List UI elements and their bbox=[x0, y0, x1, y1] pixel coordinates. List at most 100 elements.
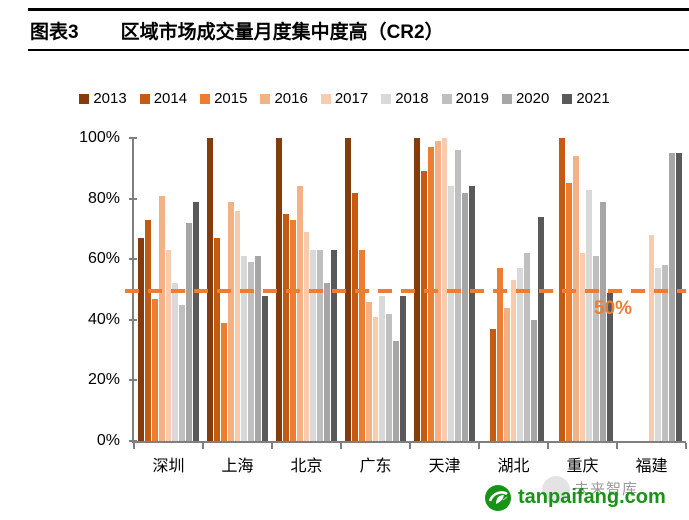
x-axis-tick bbox=[685, 443, 687, 449]
bar-slot bbox=[489, 138, 496, 441]
x-category-label-福建: 福建 bbox=[635, 458, 668, 475]
bar-上海-2017 bbox=[234, 210, 241, 441]
bar-slot bbox=[213, 138, 220, 441]
bar-重庆-2021 bbox=[607, 292, 614, 441]
bar-slot bbox=[662, 138, 669, 441]
bar-slot bbox=[655, 138, 662, 441]
bar-深圳-2014 bbox=[144, 219, 151, 441]
bar-深圳-2017 bbox=[165, 250, 172, 441]
bar-深圳-2016 bbox=[158, 195, 165, 441]
bar-重庆-2017 bbox=[579, 253, 586, 441]
bar-slot bbox=[517, 138, 524, 441]
legend-swatch bbox=[501, 93, 512, 104]
x-axis-tick bbox=[547, 443, 549, 449]
bar-slot bbox=[496, 138, 503, 441]
legend-swatch bbox=[139, 93, 150, 104]
legend-swatch bbox=[200, 93, 211, 104]
legend-label: 2016 bbox=[274, 90, 308, 107]
bar-广东-2020 bbox=[393, 341, 400, 441]
legend-label: 2017 bbox=[334, 90, 369, 107]
bar-上海-2015 bbox=[220, 322, 227, 441]
bar-slot bbox=[296, 138, 303, 441]
legend-label: 2013 bbox=[93, 90, 127, 107]
bar-深圳-2020 bbox=[186, 222, 193, 441]
bar-湖北-2018 bbox=[517, 268, 524, 441]
bar-北京-2020 bbox=[324, 283, 331, 441]
bar-天津-2020 bbox=[462, 192, 469, 441]
plot-area: 50% bbox=[125, 137, 687, 449]
bar-深圳-2013 bbox=[138, 238, 144, 441]
y-axis-tick bbox=[129, 440, 137, 442]
bar-天津-2018 bbox=[448, 186, 455, 441]
bar-slot bbox=[462, 138, 469, 441]
legend-label: 2018 bbox=[395, 90, 429, 107]
bar-slot bbox=[448, 138, 455, 441]
bar-重庆-2019 bbox=[593, 256, 600, 441]
bar-深圳-2018 bbox=[172, 283, 179, 441]
bar-slot bbox=[282, 138, 289, 441]
reference-line-50pct bbox=[125, 288, 686, 293]
bar-slot bbox=[648, 138, 655, 441]
bar-slot bbox=[600, 138, 607, 441]
bar-福建-2019 bbox=[662, 265, 669, 441]
bar-slot bbox=[144, 138, 151, 441]
figure-title-row: 图表3 区域市场成交量月度集中度高（CR2） bbox=[30, 17, 444, 44]
bar-group-湖北 bbox=[479, 138, 548, 441]
x-category-label-广东: 广东 bbox=[359, 458, 392, 475]
bar-广东-2017 bbox=[372, 316, 379, 441]
bar-slot bbox=[310, 138, 317, 441]
x-axis-tick bbox=[478, 443, 480, 449]
title-bottom-rule bbox=[28, 49, 689, 51]
watermark: 未来智库 tanpaifang.com bbox=[482, 476, 687, 518]
bar-上海-2016 bbox=[227, 201, 234, 441]
y-tick-label: 20% bbox=[87, 371, 120, 389]
x-category-label-北京: 北京 bbox=[290, 458, 323, 475]
x-axis-tick bbox=[202, 443, 204, 449]
bar-上海-2020 bbox=[255, 256, 262, 441]
bar-深圳-2021 bbox=[193, 201, 200, 441]
legend-item-2018: 2018 bbox=[381, 90, 429, 107]
legend-item-2014: 2014 bbox=[139, 90, 187, 107]
y-tick-label: 40% bbox=[87, 310, 120, 328]
bar-slot bbox=[186, 138, 193, 441]
x-axis-tick bbox=[133, 443, 135, 449]
figure-number: 图表3 bbox=[30, 22, 79, 43]
legend-label: 2020 bbox=[515, 90, 550, 107]
y-axis-tick bbox=[129, 258, 137, 261]
bar-slot bbox=[324, 138, 331, 441]
bar-slot bbox=[172, 138, 179, 441]
x-axis-tick bbox=[271, 443, 273, 449]
bar-slot bbox=[531, 138, 538, 441]
bar-广东-2018 bbox=[379, 295, 386, 441]
bar-福建-2017 bbox=[648, 234, 655, 441]
bar-slot bbox=[151, 138, 158, 441]
bar-上海-2019 bbox=[248, 262, 255, 441]
bar-slot bbox=[303, 138, 310, 441]
legend-label: 2019 bbox=[455, 90, 489, 107]
bar-重庆-2020 bbox=[600, 201, 607, 441]
bar-湖北-2019 bbox=[524, 253, 531, 441]
legend-swatch bbox=[381, 93, 392, 104]
bar-slot bbox=[165, 138, 172, 441]
bar-slot bbox=[524, 138, 531, 441]
bar-北京-2014 bbox=[282, 213, 289, 441]
legend-swatch bbox=[260, 93, 271, 104]
bar-重庆-2018 bbox=[586, 189, 593, 441]
y-axis-tick bbox=[129, 137, 137, 139]
bar-slot bbox=[455, 138, 462, 441]
y-tick-label: 80% bbox=[87, 189, 120, 207]
bar-广东-2021 bbox=[400, 295, 407, 441]
bar-slot bbox=[220, 138, 227, 441]
bar-slot bbox=[365, 138, 372, 441]
y-axis-tick bbox=[129, 318, 137, 321]
y-tick-label: 0% bbox=[96, 432, 120, 449]
bar-广东-2016 bbox=[365, 301, 372, 441]
bar-广东-2014 bbox=[351, 192, 358, 441]
bar-slot bbox=[427, 138, 434, 441]
legend-item-2013: 2013 bbox=[79, 90, 127, 107]
bar-北京-2019 bbox=[317, 250, 324, 441]
bar-slot bbox=[358, 138, 365, 441]
legend-item-2019: 2019 bbox=[441, 90, 489, 107]
bar-湖北-2015 bbox=[496, 268, 503, 441]
